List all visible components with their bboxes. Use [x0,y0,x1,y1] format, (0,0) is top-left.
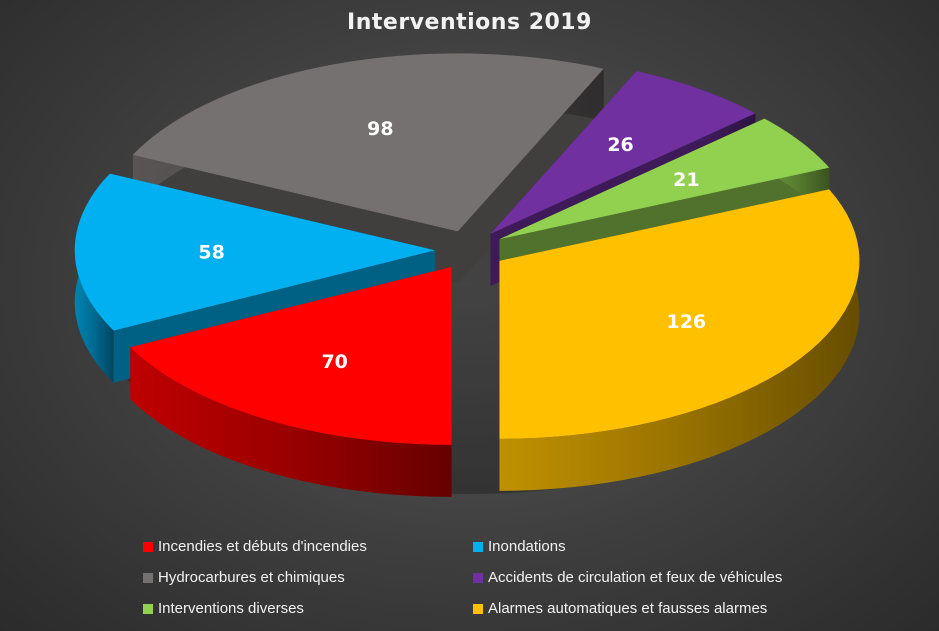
legend-item: Incendies et débuts d'incendies [143,536,473,557]
legend-label: Inondations [488,538,566,555]
slice-top [74,173,435,331]
legend-label: Incendies et débuts d'incendies [158,538,367,555]
slice-side [499,189,860,491]
data-label: 98 [367,118,393,140]
slice-top [499,118,830,240]
legend-label: Alarmes automatiques et fausses alarmes [488,600,768,617]
data-label: 26 [607,134,633,156]
legend-label: Accidents de circulation et feux de véhi… [488,569,783,586]
chart-legend: Incendies et débuts d'incendies Inondatio… [143,536,863,619]
slice-top [490,71,756,234]
legend-label: Hydrocarbures et chimiques [158,569,345,586]
legend-item: Hydrocarbures et chimiques [143,567,473,588]
legend-swatch [473,541,483,552]
legend-label: Interventions diverses [158,600,304,617]
legend-swatch [143,603,153,614]
legend-swatch [143,572,153,583]
pie-slice [130,266,452,497]
data-label: 70 [321,351,347,373]
pie-slice [499,189,860,491]
data-label: 126 [666,311,706,333]
legend-swatch [473,603,483,614]
legend-item: Accidents de circulation et feux de véhi… [473,567,863,588]
slice-side [130,347,452,497]
data-label: 21 [673,169,699,191]
legend-item: Alarmes automatiques et fausses alarmes [473,598,863,619]
legend-swatch [143,541,153,552]
slice-top [130,266,452,445]
data-label: 58 [198,242,224,264]
legend-item: Inondations [473,536,863,557]
slice-top [499,189,860,439]
legend-item: Interventions diverses [143,598,473,619]
slice-top [132,53,604,232]
chart-title: Interventions 2019 [347,10,592,35]
legend-swatch [473,572,483,583]
